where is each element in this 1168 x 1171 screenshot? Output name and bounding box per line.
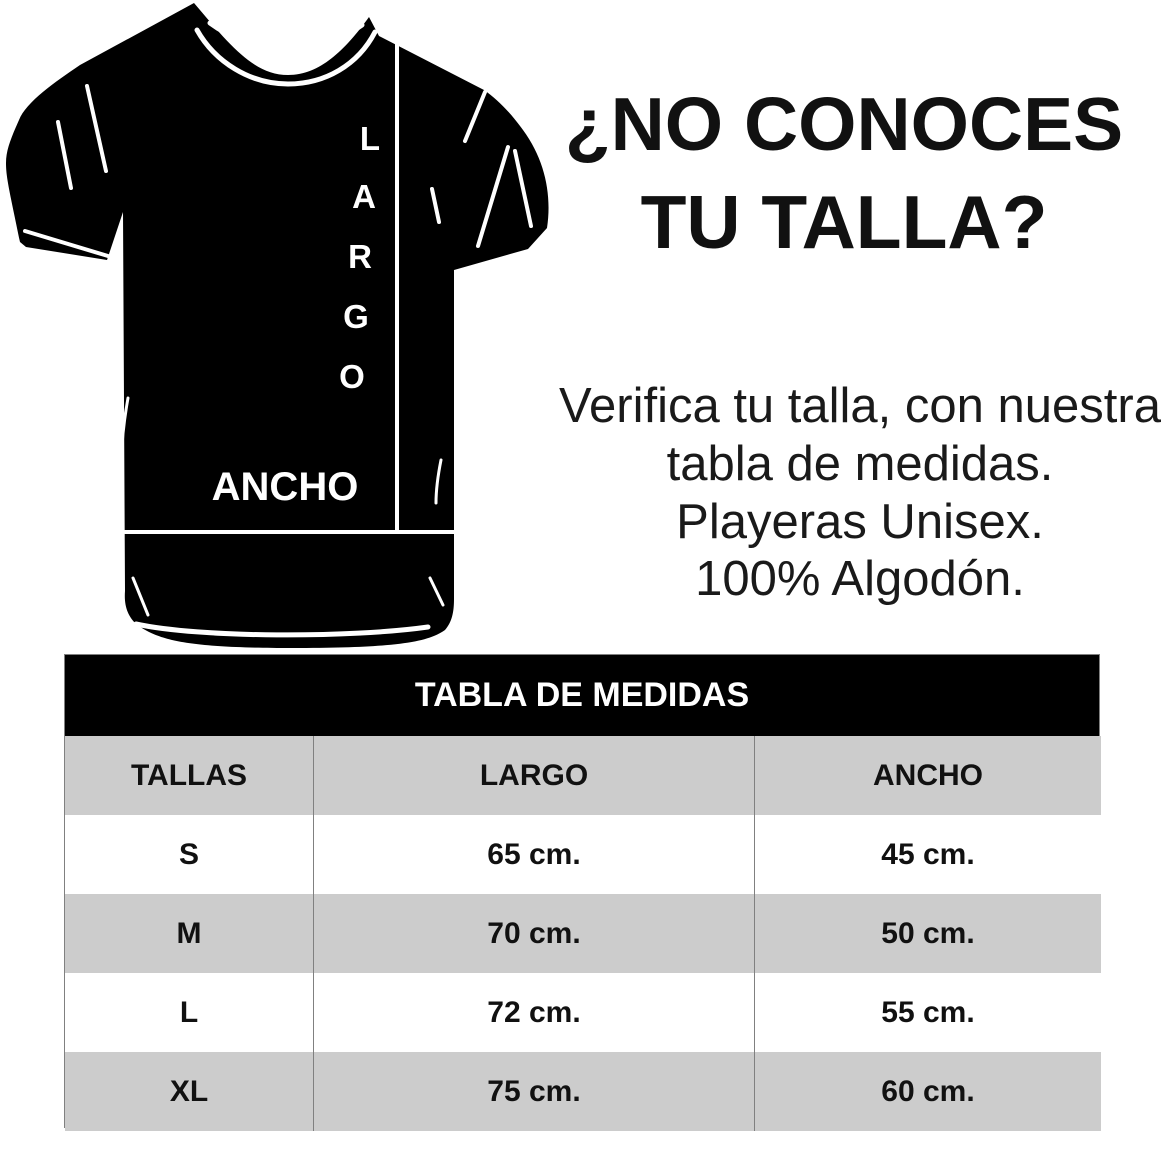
svg-text:G: G	[343, 298, 369, 335]
svg-text:O: O	[339, 358, 365, 395]
svg-text:L: L	[360, 120, 380, 157]
svg-text:A: A	[352, 178, 376, 215]
svg-text:ANCHO: ANCHO	[212, 465, 359, 509]
svg-text:R: R	[348, 238, 372, 275]
